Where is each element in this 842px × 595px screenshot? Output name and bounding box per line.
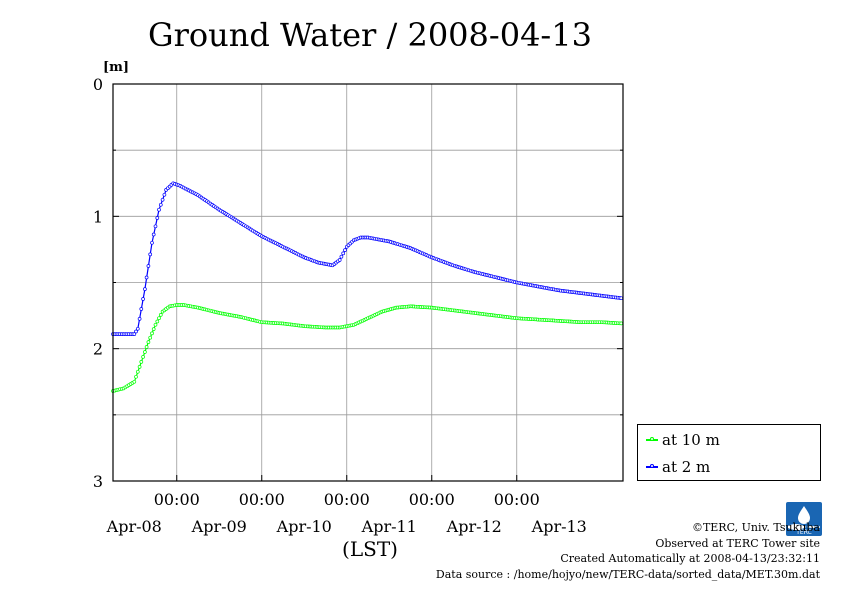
y-axis-ticks: 0 1 2 3: [93, 75, 623, 491]
y-axis-unit-label: [m]: [103, 60, 129, 75]
data-point: [337, 258, 342, 262]
data-point: [141, 297, 145, 301]
x-axis-ticks: 00:00 00:00 00:00 00:00 00:00 Apr-08 Apr-09 Apr…: [106, 475, 587, 536]
data-point: [150, 331, 154, 336]
series-markers-1: [111, 181, 624, 336]
series-layer: [111, 181, 624, 393]
legend-item-2m: at 2 m: [646, 457, 710, 477]
credits-observed: Observed at TERC Tower site: [655, 536, 820, 550]
data-point: [137, 317, 142, 321]
x-tick-label: 00:00: [154, 490, 200, 509]
data-point: [160, 197, 165, 202]
x-day-label: Apr-10: [276, 517, 332, 536]
data-point: [343, 248, 347, 252]
data-point: [157, 207, 161, 212]
data-point: [148, 335, 153, 340]
x-day-label: Apr-08: [106, 517, 162, 536]
legend-label-10m: at 10 m: [662, 431, 720, 449]
data-point: [144, 345, 149, 349]
data-point: [137, 365, 142, 369]
credits-created: Created Automatically at 2008-04-13/23:3…: [560, 552, 820, 565]
data-point: [150, 240, 154, 245]
data-point: [148, 252, 153, 257]
data-point: [619, 321, 624, 326]
y-tick-label: 2: [93, 340, 103, 359]
data-point: [151, 232, 156, 237]
x-day-label: Apr-12: [446, 517, 502, 536]
data-point: [134, 374, 138, 379]
data-point: [144, 275, 149, 280]
data-point: [153, 322, 158, 327]
data-point: [158, 313, 163, 317]
data-point: [146, 340, 151, 344]
data-point: [132, 332, 137, 336]
data-point: [139, 360, 144, 364]
legend-swatch-10m: [646, 437, 658, 441]
logo-text: TERC: [795, 529, 812, 536]
data-point: [155, 319, 160, 324]
x-day-label: Apr-09: [191, 517, 247, 536]
legend-label-2m: at 2 m: [662, 458, 711, 476]
legend-item-10m: at 10 m: [646, 430, 720, 450]
data-point: [134, 329, 138, 334]
data-point: [155, 216, 160, 220]
x-tick-label: 00:00: [239, 490, 285, 509]
data-point: [158, 202, 163, 207]
terc-logo: TERC: [786, 502, 822, 536]
data-point: [132, 379, 137, 384]
data-point: [153, 224, 158, 229]
data-point: [151, 327, 156, 331]
credits-copyright: ©TERC, Univ. Tsukuba: [691, 521, 820, 534]
y-tick-label: 0: [93, 75, 103, 94]
x-tick-label: 00:00: [409, 490, 455, 509]
x-tick-label: 00:00: [494, 490, 540, 509]
series-line-1: [113, 182, 624, 335]
legend: at 10 m at 2 m: [637, 424, 821, 481]
grid-lines: [113, 84, 623, 481]
y-tick-label: 3: [93, 472, 103, 491]
data-point: [157, 316, 161, 321]
data-point: [341, 251, 346, 256]
data-point: [339, 254, 344, 259]
x-axis-label: (LST): [342, 537, 398, 561]
legend-swatch-2m: [646, 464, 658, 468]
x-day-label: Apr-11: [361, 517, 417, 536]
data-point: [141, 355, 145, 359]
data-point: [135, 326, 140, 331]
x-day-label: Apr-13: [531, 517, 587, 536]
data-point: [143, 287, 147, 291]
credits-block: ©TERC, Univ. Tsukuba Observed at TERC To…: [436, 520, 820, 582]
data-point: [162, 192, 167, 197]
data-point: [146, 264, 151, 268]
x-tick-label: 00:00: [324, 490, 370, 509]
chart-title: Ground Water / 2008-04-13: [148, 16, 592, 54]
data-point: [143, 350, 147, 354]
series-markers-0: [111, 303, 624, 393]
credits-source: Data source : /home/hojyo/new/TERC-data/…: [435, 567, 820, 581]
data-point: [619, 296, 624, 301]
data-point: [135, 369, 140, 374]
y-tick-label: 1: [93, 207, 103, 226]
data-point: [139, 307, 144, 311]
